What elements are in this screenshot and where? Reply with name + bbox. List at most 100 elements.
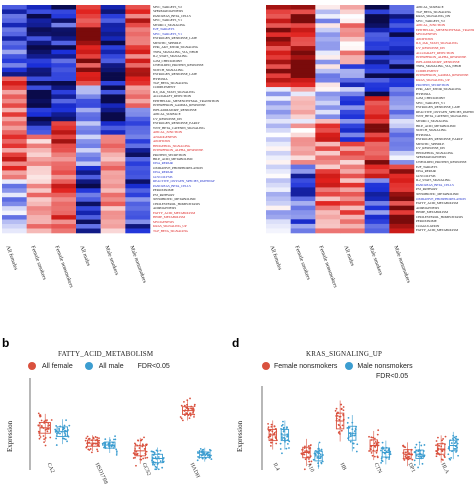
data-point: [206, 454, 209, 457]
heatmap-cell: [266, 146, 291, 152]
heatmap-cell: [315, 73, 341, 79]
gene-set-label: INFLAMMATORY_RESPONSE: [416, 59, 460, 64]
heatmap-cell: [125, 148, 151, 153]
heatmap-cell: [100, 98, 126, 104]
data-point: [347, 416, 350, 419]
heatmap-cell: [364, 41, 390, 47]
heatmap-cell: [266, 18, 291, 24]
gene-set-label: ADIPOGENESIS: [416, 205, 440, 210]
gene-set-label: BILE_ACID_METABOLISM: [153, 157, 193, 161]
data-point: [159, 460, 162, 463]
data-point: [455, 435, 458, 438]
heatmap-cell: [100, 22, 126, 28]
heatmap-cell: [2, 228, 27, 234]
heatmap-cell: [100, 58, 126, 64]
heatmap-cell: [340, 178, 365, 184]
legend-female-ns-icon: [262, 362, 270, 370]
heatmap-cell: [290, 150, 316, 156]
heatmap-cell: [364, 191, 390, 197]
heatmap-cell: [340, 155, 365, 161]
legend-male-icon: [84, 362, 93, 370]
heatmap-cell: [266, 169, 291, 175]
heatmap-cell: [315, 14, 341, 19]
heatmap-cell: [26, 36, 52, 42]
data-point: [157, 468, 160, 471]
data-point: [421, 462, 424, 465]
heatmap-cell: [125, 116, 151, 122]
data-point: [39, 415, 42, 418]
column-label: Female nonsmokers: [53, 245, 75, 289]
heatmap-cell: [125, 40, 151, 46]
gene-set-label: PEROXISOME: [416, 219, 437, 224]
data-point: [389, 453, 392, 456]
data-point: [281, 438, 284, 440]
heatmap-cell: [266, 150, 291, 156]
heatmap-cell: [2, 210, 27, 216]
heatmap-cell: [26, 179, 52, 185]
data-point: [267, 428, 270, 430]
heatmap-cell: [315, 109, 341, 115]
heatmap-cell: [125, 31, 151, 37]
gene-set-label: MYC_TARGETS_V1: [416, 100, 445, 105]
heatmap-cell: [290, 119, 316, 124]
heatmap-cell: [76, 215, 101, 220]
data-point: [385, 450, 388, 453]
heatmap-cell: [100, 148, 126, 153]
heatmap-cell: [389, 128, 415, 133]
heatmap-cell: [364, 196, 390, 202]
heatmap-cell: [125, 5, 151, 10]
gene-set-label: APOPTOSIS: [416, 36, 434, 41]
heatmap-cell: [290, 82, 316, 88]
data-point: [353, 434, 356, 437]
heatmap-cell: [340, 196, 365, 202]
heatmap-cell: [266, 5, 291, 10]
data-point: [381, 460, 384, 463]
heatmap-cell: [2, 36, 27, 42]
heatmap-cell: [389, 205, 415, 211]
gene-set-label: ESTROGEN_RESPONSE_LATE: [153, 36, 198, 41]
data-point: [453, 442, 456, 445]
heatmap-cell: [290, 96, 316, 102]
heatmap-cell: [2, 31, 27, 37]
heatmap-cell: [125, 174, 151, 180]
heatmap-cell: [364, 64, 390, 70]
heatmap-cell: [76, 9, 101, 15]
data-point: [404, 455, 407, 458]
data-point: [450, 442, 453, 444]
heatmap-cell: [2, 165, 27, 171]
heatmap-cell: [2, 72, 27, 77]
heatmap-cell: [26, 161, 52, 167]
heatmap-cell: [125, 27, 151, 33]
heatmap-cell: [26, 63, 52, 68]
heatmap-cell: [125, 18, 151, 24]
data-point: [283, 436, 285, 439]
heatmap-cell: [315, 36, 341, 42]
heatmap-cell: [266, 132, 291, 138]
heatmap-cell: [100, 116, 126, 122]
data-point: [55, 425, 58, 427]
data-point: [63, 432, 66, 434]
heatmap-cell: [290, 27, 316, 33]
data-point: [40, 419, 43, 422]
heatmap-cell: [315, 68, 341, 74]
heatmap-cell: [26, 210, 52, 216]
data-point: [319, 453, 322, 456]
heatmap-cell: [76, 116, 101, 122]
heatmap-cell: [26, 134, 52, 140]
data-point: [356, 443, 359, 446]
data-point: [370, 436, 373, 439]
data-point: [210, 454, 212, 457]
data-point: [181, 419, 184, 422]
data-point: [193, 413, 196, 416]
column-label: All males: [342, 245, 356, 268]
data-point: [96, 436, 99, 439]
gene-set-label: CHOLESTEROL_HOMEOSTASIS: [416, 214, 463, 219]
heatmap-cell: [26, 183, 52, 189]
gene-set-label: FATTY_ACID_METABOLISM: [153, 210, 196, 215]
heatmap-cell: [26, 31, 52, 37]
data-point: [352, 442, 355, 445]
heatmap-cell: [76, 130, 101, 135]
data-point: [38, 434, 41, 437]
heatmap-cell: [290, 132, 316, 138]
heatmap-cell: [364, 105, 390, 111]
